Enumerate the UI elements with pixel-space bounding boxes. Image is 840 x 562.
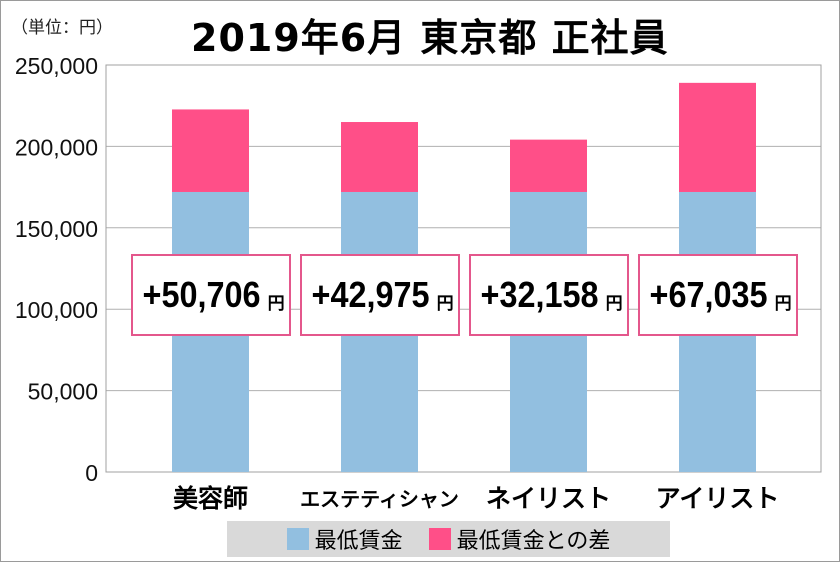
- x-tick-label: エステティシャン: [300, 487, 459, 511]
- x-tick-label: 美容師: [172, 484, 248, 513]
- x-tick-label: アイリスト: [655, 484, 780, 513]
- legend-item-difference: 最低賃金との差: [428, 523, 611, 555]
- legend: 最低賃金 最低賃金との差: [227, 521, 670, 557]
- data-label-value: +42,975: [311, 274, 431, 315]
- legend-label: 最低賃金との差: [456, 529, 611, 554]
- y-tick-label: 150,000: [15, 216, 98, 242]
- unit-label: （単位：円）: [11, 18, 113, 38]
- chart-title: 2019年6月 東京都 正社員: [191, 16, 669, 60]
- legend-label: 最低賃金: [314, 529, 403, 554]
- data-label: +67,035 円: [637, 254, 798, 336]
- legend-swatch: [428, 528, 451, 550]
- y-tick-label: 250,000: [15, 53, 98, 79]
- data-label-unit: 円: [267, 293, 285, 313]
- y-tick-label: 200,000: [15, 134, 98, 160]
- data-label-unit: 円: [605, 293, 623, 313]
- data-label: +32,158 円: [468, 254, 629, 336]
- bar-difference: [510, 139, 587, 192]
- bar-difference: [172, 109, 249, 192]
- y-tick-label: 0: [85, 460, 98, 486]
- y-tick-label: 100,000: [15, 297, 98, 323]
- data-label: +42,975 円: [299, 254, 460, 336]
- x-tick-label: ネイリスト: [485, 484, 611, 513]
- data-label-value: +32,158: [480, 274, 600, 315]
- data-label-value: +50,706: [142, 274, 262, 315]
- plot-border: [105, 64, 822, 473]
- bar-difference: [341, 122, 418, 192]
- data-label-unit: 円: [774, 293, 792, 313]
- bar-difference: [679, 82, 756, 192]
- data-label-value: +67,035: [649, 274, 769, 315]
- y-tick-label: 50,000: [28, 379, 98, 405]
- data-label: +50,706 円: [130, 254, 291, 336]
- data-label-unit: 円: [436, 293, 454, 313]
- legend-item-minimum-wage: 最低賃金: [286, 523, 403, 555]
- legend-swatch: [286, 528, 309, 550]
